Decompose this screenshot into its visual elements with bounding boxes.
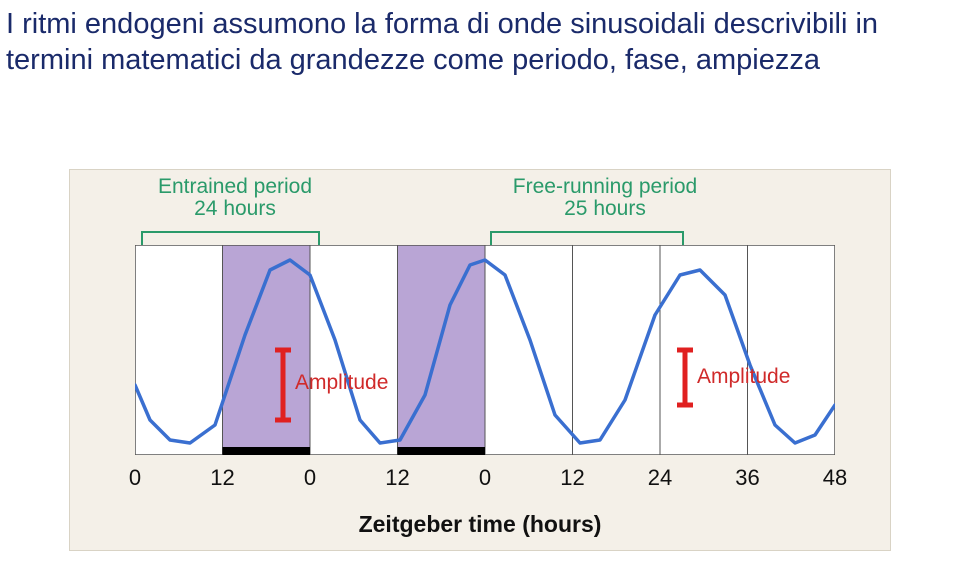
x-tick: 0 [465, 465, 505, 491]
amplitude-label-1: Amplitude [295, 371, 388, 395]
x-tick: 0 [290, 465, 330, 491]
plot-area [135, 245, 835, 455]
x-tick: 12 [203, 465, 243, 491]
entrained-label-1: Entrained period [158, 175, 312, 198]
entrained-bracket [141, 231, 320, 245]
x-axis-label: Zeitgeber time (hours) [70, 511, 890, 538]
x-tick: 0 [115, 465, 155, 491]
x-tick: 12 [553, 465, 593, 491]
free-label-2: 25 hours [564, 197, 646, 220]
page-heading: I ritmi endogeni assumono la forma di on… [0, 0, 960, 79]
free-bracket [490, 231, 684, 245]
x-tick: 48 [815, 465, 855, 491]
chart-container: Entrained period 24 hours Free-running p… [69, 169, 891, 551]
x-tick: 12 [378, 465, 418, 491]
plot-svg [135, 245, 835, 455]
x-tick: 36 [728, 465, 768, 491]
amplitude-label-2: Amplitude [697, 365, 790, 389]
x-tick: 24 [640, 465, 680, 491]
free-label-1: Free-running period [513, 175, 697, 198]
entrained-label-2: 24 hours [194, 197, 276, 220]
